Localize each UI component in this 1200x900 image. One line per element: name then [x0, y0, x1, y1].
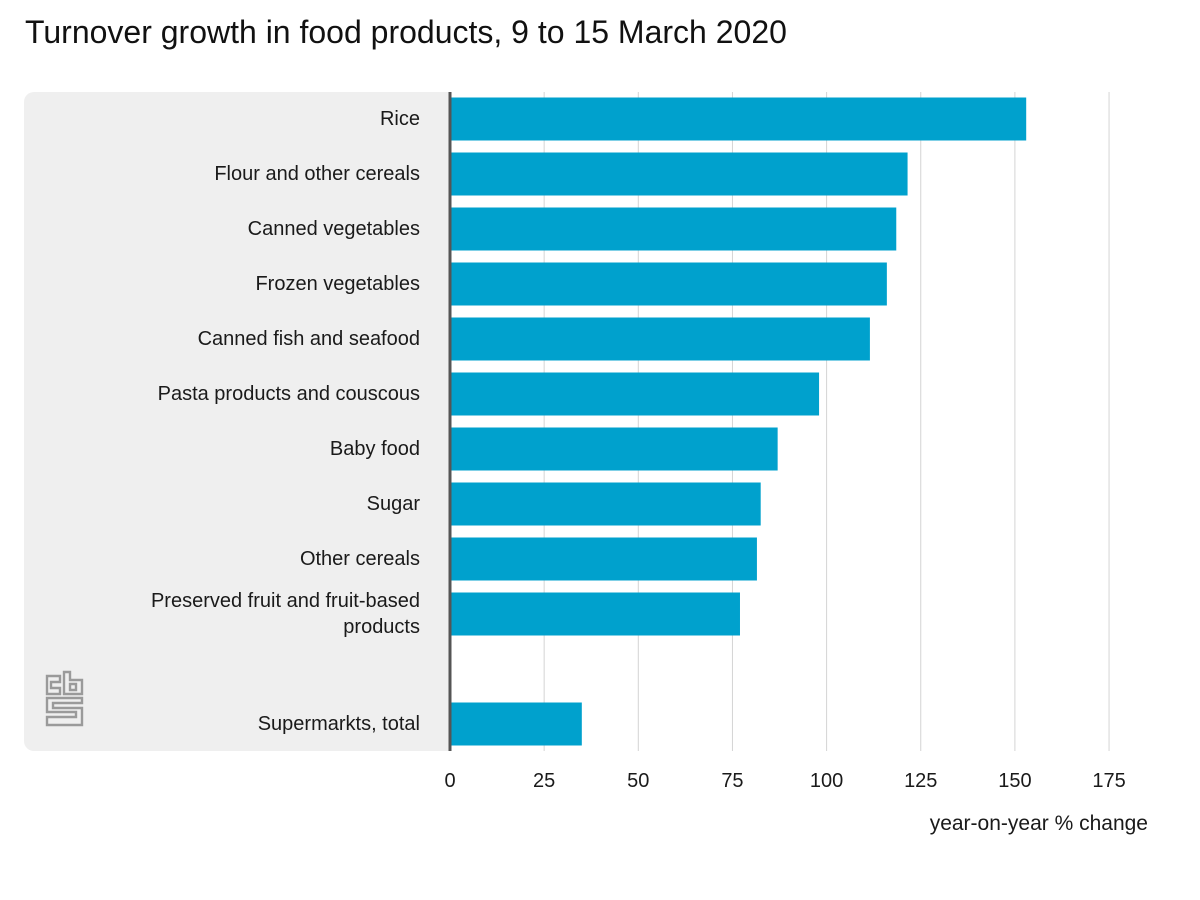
x-tick-label: 100	[809, 770, 844, 792]
bar	[450, 262, 887, 306]
category-label: Supermarkts, total	[257, 713, 420, 735]
category-label: Rice	[379, 108, 420, 130]
bar	[450, 207, 897, 251]
bar	[450, 152, 908, 196]
category-label: Flour and other cereals	[214, 163, 420, 185]
x-tick-label: 125	[904, 770, 938, 792]
bar	[450, 372, 820, 416]
bar	[450, 537, 757, 581]
category-panel	[24, 92, 450, 751]
category-label: Frozen vegetables	[255, 273, 420, 295]
cbs-logo-icon	[45, 670, 84, 727]
x-tick-label: 175	[1092, 770, 1126, 792]
category-label: Canned vegetables	[247, 218, 420, 240]
category-label: Pasta products and couscous	[157, 383, 420, 405]
category-label: Other cereals	[299, 548, 420, 570]
category-label: Sugar	[366, 493, 420, 515]
category-label: Canned fish and seafood	[197, 328, 420, 350]
bar	[450, 482, 761, 526]
bar	[450, 97, 1027, 141]
bar	[450, 702, 582, 746]
x-tick-label: 0	[444, 770, 456, 792]
category-label: Baby food	[329, 438, 420, 460]
bar	[450, 592, 740, 636]
category-label: Preserved fruit and fruit-based products	[150, 590, 420, 638]
bar	[450, 317, 870, 361]
x-tick-label: 50	[627, 770, 650, 792]
chart-title: Turnover growth in food products, 9 to 1…	[25, 14, 787, 50]
x-axis-title: year-on-year % change	[929, 812, 1148, 835]
bar	[450, 427, 778, 471]
x-tick-label: 150	[998, 770, 1032, 792]
x-tick-label: 75	[721, 770, 744, 792]
x-tick-label: 25	[533, 770, 556, 792]
